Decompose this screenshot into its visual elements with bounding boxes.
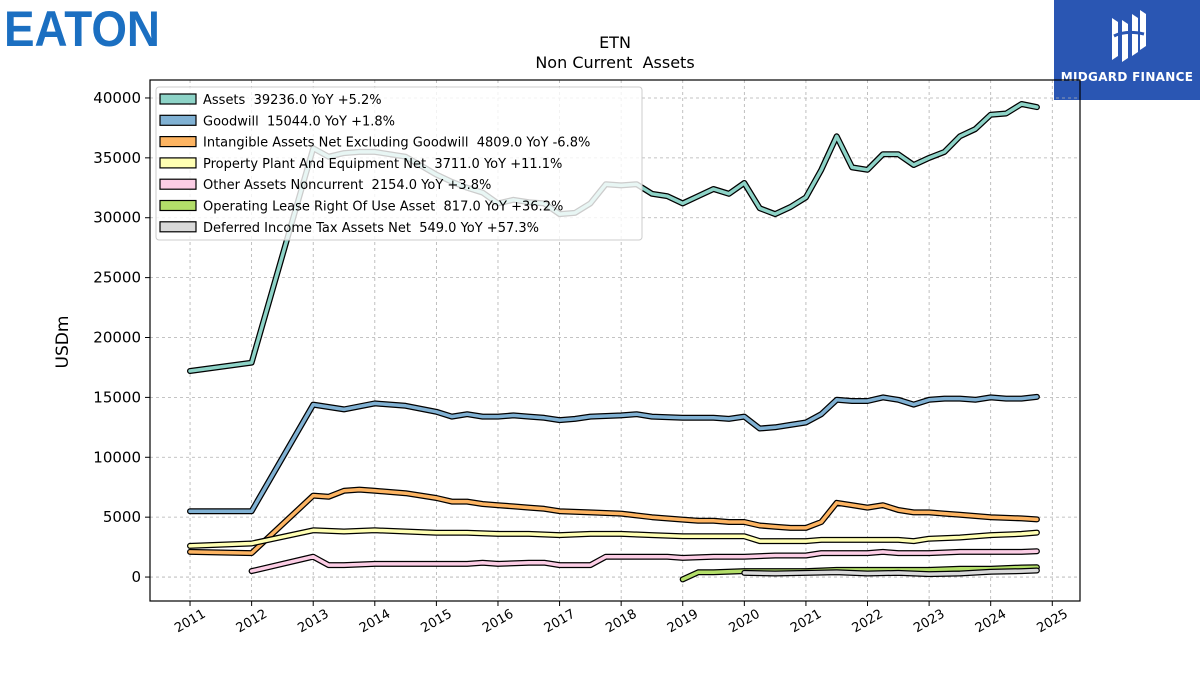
- x-tick-label: 2025: [1034, 607, 1070, 637]
- y-tick-label: 35000: [93, 149, 141, 167]
- x-tick-label: 2022: [850, 607, 886, 637]
- x-tick-label: 2011: [172, 607, 208, 637]
- eaton-logo: EATON: [4, 4, 160, 52]
- x-tick-label: 2023: [911, 607, 947, 637]
- x-tick-label: 2018: [603, 607, 639, 637]
- legend: Assets 39236.0 YoY +5.2% Goodwill 15044.0…: [155, 86, 643, 241]
- midgard-emblem-icon: [1112, 10, 1146, 62]
- x-tick-label: 2012: [234, 607, 270, 637]
- legend-swatch: [159, 93, 197, 105]
- legend-label: Property Plant And Equipment Net 3711.0 …: [203, 157, 562, 172]
- midgard-finance-logo: MIDGARD FINANCE: [1054, 0, 1200, 100]
- y-tick-label: 30000: [93, 209, 141, 227]
- x-tick-label: 2021: [788, 607, 824, 637]
- legend-swatch: [159, 221, 197, 233]
- x-tick-label: 2013: [295, 607, 331, 637]
- legend-box: [155, 86, 643, 241]
- legend-label: Assets 39236.0 YoY +5.2%: [203, 93, 382, 108]
- svg-text:EATON: EATON: [4, 4, 160, 52]
- x-tick-label: 2016: [480, 607, 516, 637]
- y-tick-label: 20000: [93, 329, 141, 347]
- legend-label: Deferred Income Tax Assets Net 549.0 YoY…: [203, 221, 539, 236]
- legend-label: Intangible Assets Net Excluding Goodwill…: [203, 136, 590, 151]
- x-tick-label: 2020: [727, 607, 763, 637]
- legend-swatch: [159, 157, 197, 169]
- y-tick-label: 5000: [103, 508, 141, 526]
- legend-swatch: [159, 178, 197, 190]
- y-axis-label: USDm: [53, 316, 73, 369]
- series-line-1: [188, 395, 1039, 513]
- series-line-4: [249, 549, 1039, 573]
- midgard-finance-text: MIDGARD FINANCE: [1060, 70, 1194, 84]
- x-tick-label: 2017: [542, 607, 578, 637]
- y-tick-label: 15000: [93, 388, 141, 406]
- legend-swatch: [159, 114, 197, 126]
- series-line-6: [742, 568, 1039, 576]
- y-tick-label: 40000: [93, 89, 141, 107]
- x-tick-label: 2015: [419, 607, 455, 637]
- series-line-2: [188, 487, 1039, 555]
- x-tick-label: 2024: [973, 607, 1009, 637]
- legend-label: Operating Lease Right Of Use Asset 817.0…: [203, 200, 563, 215]
- chart-subtitle: Non Current Assets: [535, 53, 694, 72]
- chart-title: ETN: [599, 33, 631, 52]
- legend-label: Goodwill 15044.0 YoY +1.8%: [203, 114, 395, 129]
- y-tick-label: 25000: [93, 269, 141, 287]
- legend-swatch: [159, 199, 197, 212]
- y-tick-label: 10000: [93, 448, 141, 466]
- x-tick-label: 2014: [357, 607, 393, 637]
- legend-swatch: [159, 136, 197, 148]
- y-tick-label: 0: [131, 568, 141, 586]
- series-line-3: [188, 528, 1039, 548]
- x-tick-label: 2019: [665, 607, 701, 637]
- legend-label: Other Assets Noncurrent 2154.0 YoY +3.8%: [203, 178, 491, 193]
- plot-frame: [149, 79, 1081, 602]
